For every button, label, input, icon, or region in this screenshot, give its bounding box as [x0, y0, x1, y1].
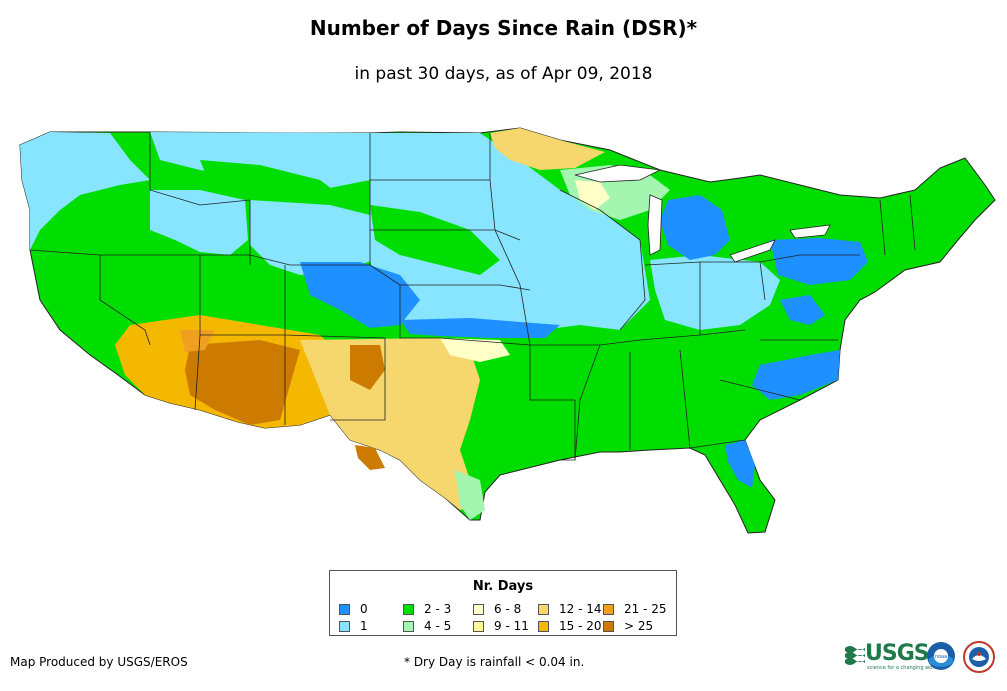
- legend-swatch-15-20: [538, 620, 549, 632]
- legend-label-9-11: 9 - 11: [494, 619, 529, 633]
- kansas-0day-region: [400, 318, 560, 338]
- nws-logo-icon: [963, 641, 995, 673]
- legend-label-4-5: 4 - 5: [424, 619, 452, 633]
- montana-green-patch: [200, 160, 340, 200]
- legend-swatch-2-3: [403, 603, 414, 615]
- legend-label-over-25: > 25: [624, 619, 654, 633]
- usgs-wordmark: USGS: [865, 641, 930, 666]
- arizona-over25day-region: [185, 340, 300, 425]
- legend-item-1: 1: [339, 619, 368, 633]
- legend: Nr. Days 0 1 2 - 3 4 - 5 6 - 8 9 - 11 12…: [329, 570, 677, 636]
- lake-ontario: [789, 224, 831, 239]
- legend-label-21-25: 21 - 25: [624, 602, 667, 616]
- new-mexico-over25day-region: [350, 345, 385, 390]
- lake-erie: [729, 239, 776, 263]
- legend-item-0: 0: [339, 602, 368, 616]
- arizona-21to25day-region: [180, 330, 215, 352]
- usgs-tagline: science for a changing world: [867, 665, 939, 671]
- map-credit: Map Produced by USGS/EROS: [10, 655, 188, 669]
- dry-day-footnote: * Dry Day is rainfall < 0.04 in.: [404, 655, 585, 669]
- legend-label-0: 0: [360, 602, 368, 616]
- legend-label-15-20: 15 - 20: [559, 619, 602, 633]
- legend-label-6-8: 6 - 8: [494, 602, 522, 616]
- legend-swatch-9-11: [473, 620, 484, 632]
- legend-label-1: 1: [360, 619, 368, 633]
- florida-0day-region: [725, 440, 755, 488]
- legend-item-4-5: 4 - 5: [403, 619, 451, 633]
- legend-swatch-12-14: [538, 603, 549, 615]
- pacific-northwest-1day-region: [20, 132, 150, 250]
- oklahoma-6to8day-region: [440, 338, 510, 362]
- montana-1day-region: [150, 132, 370, 190]
- noaa-logo-icon: noaa: [927, 642, 955, 670]
- state-boundaries: [29, 132, 916, 461]
- texas-coast-4to5day-region: [455, 470, 485, 520]
- legend-title: Nr. Days: [472, 579, 534, 594]
- pennsylvania-0day-region: [770, 238, 868, 285]
- legend-item-9-11: 9 - 11: [473, 619, 529, 633]
- lake-superior: [574, 164, 662, 183]
- wisconsin-6to8day-region: [575, 180, 610, 210]
- lake-michigan: [647, 194, 663, 256]
- legend-item-21-25: 21 - 25: [603, 602, 667, 616]
- map-title: Number of Days Since Rain (DSR)*: [309, 16, 698, 40]
- northern-plains-1day-region: [370, 133, 650, 335]
- us-dsr-map: [19, 127, 996, 534]
- legend-item-15-20: 15 - 20: [538, 619, 602, 633]
- ohio-valley-1day-region: [650, 255, 780, 330]
- legend-swatch-1: [339, 620, 350, 632]
- map-subtitle: in past 30 days, as of Apr 09, 2018: [354, 64, 653, 84]
- plains-green-patch: [370, 205, 500, 275]
- virginia-0day-region: [780, 295, 825, 325]
- legend-label-2-3: 2 - 3: [424, 602, 452, 616]
- carolinas-0day-region: [752, 350, 840, 400]
- colorado-1day-region: [250, 200, 375, 275]
- idaho-1day-region: [150, 190, 248, 255]
- legend-item-6-8: 6 - 8: [473, 602, 521, 616]
- michigan-0day-region: [660, 195, 730, 260]
- legend-swatch-4-5: [403, 620, 414, 632]
- minnesota-12to14day-region: [490, 128, 605, 170]
- legend-swatch-0: [339, 603, 350, 615]
- legend-swatch-over-25: [603, 620, 614, 632]
- texas-12to14day-region: [300, 338, 480, 510]
- legend-item-12-14: 12 - 14: [538, 602, 602, 616]
- legend-item-over-25: > 25: [603, 619, 653, 633]
- usgs-waves-icon: [845, 646, 865, 665]
- legend-swatch-6-8: [473, 603, 484, 615]
- texas-over25day-region: [355, 445, 385, 470]
- usgs-logo: USGS science for a changing world: [845, 641, 939, 671]
- legend-label-12-14: 12 - 14: [559, 602, 602, 616]
- legend-swatch-21-25: [603, 603, 614, 615]
- legend-item-2-3: 2 - 3: [403, 602, 451, 616]
- noaa-wordmark: noaa: [935, 654, 947, 660]
